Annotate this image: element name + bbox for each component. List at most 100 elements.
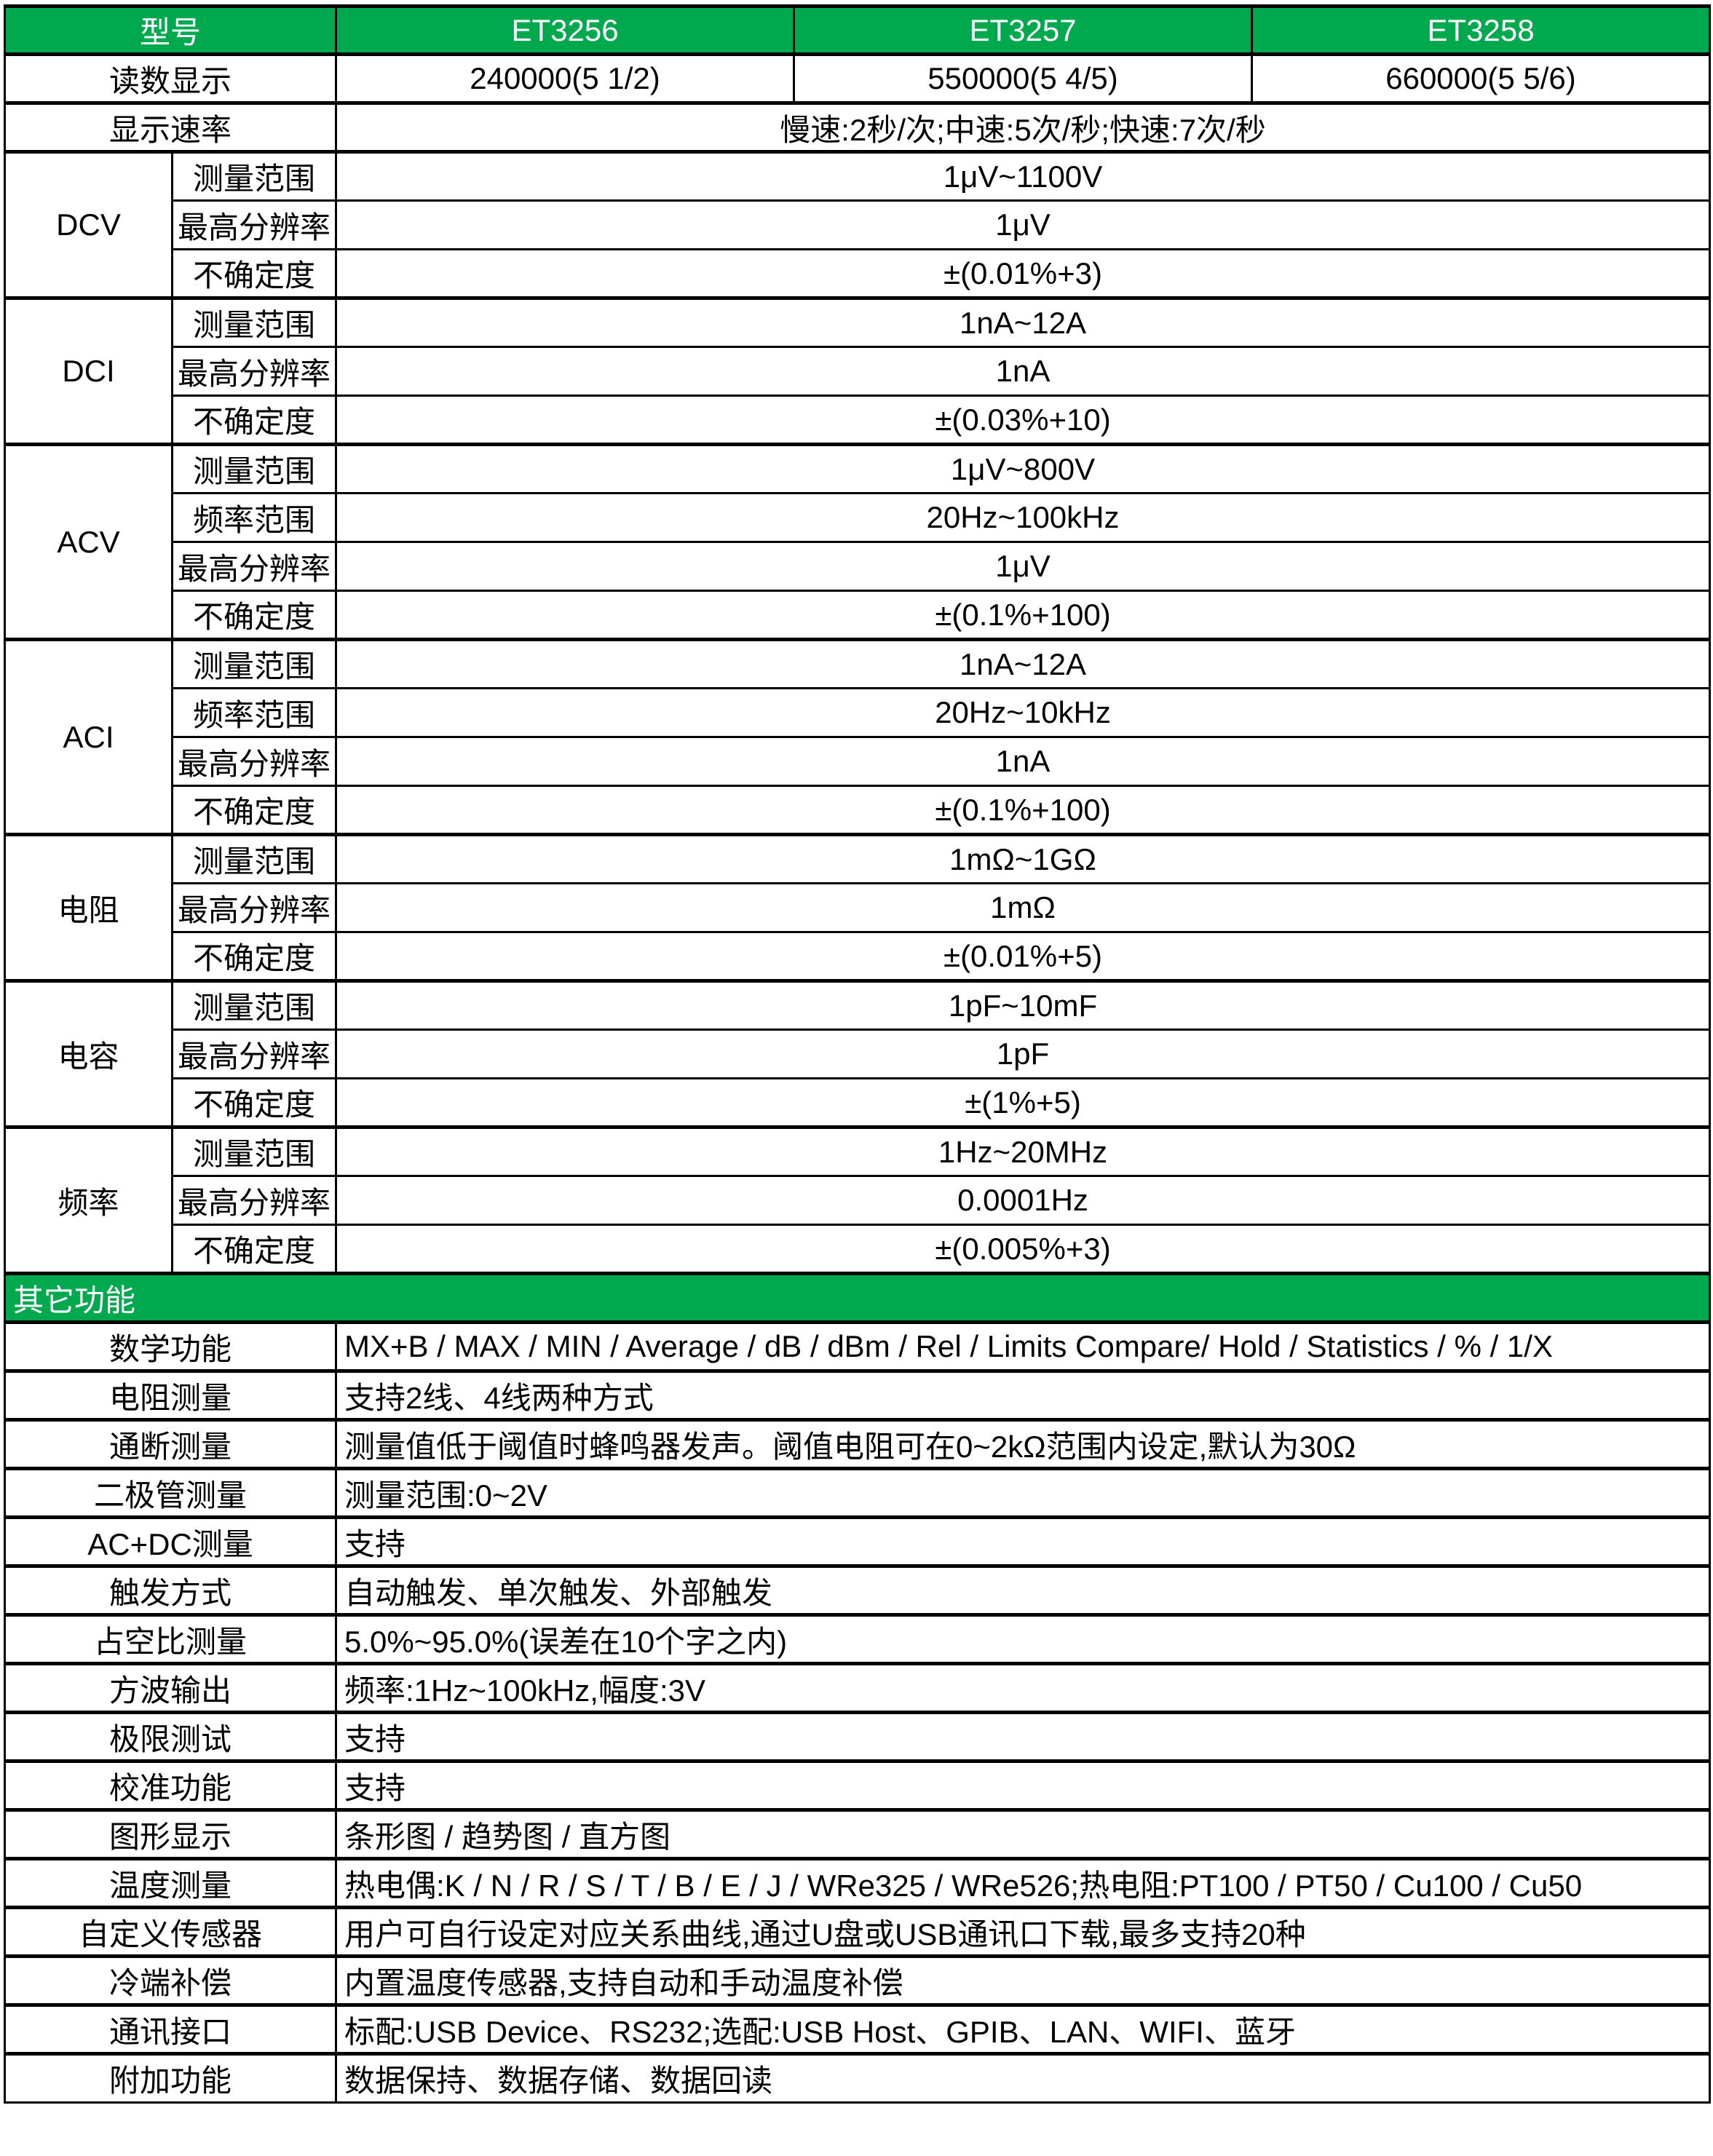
acv-range-value: 1μV~800V: [335, 443, 1712, 494]
additional-function-value: 数据保持、数据存储、数据回读: [335, 2052, 1712, 2104]
limit-test-value: 支持: [335, 1711, 1712, 1762]
capacitance-range-value: 1pF~10mF: [335, 979, 1712, 1031]
resistance-measure-label: 电阻测量: [3, 1369, 338, 1421]
custom-sensor-value: 用户可自行设定对应关系曲线,通过U盘或USB通讯口下载,最多支持20种: [335, 1906, 1712, 1957]
additional-function-row: 附加功能 数据保持、数据存储、数据回读: [3, 2052, 1712, 2104]
custom-sensor-label: 自定义传感器: [3, 1906, 338, 1957]
continuity-measure-row: 通断测量 测量值低于阈值时蜂鸣器发声。阈值电阻可在0~2kΩ范围内设定,默认为3…: [3, 1418, 1712, 1470]
comm-interface-row: 通讯接口 标配:USB Device、RS232;选配:USB Host、GPI…: [3, 2003, 1712, 2055]
resistance-row-resolution: 最高分辨率 1mΩ: [5, 882, 1712, 933]
dci-row-range: DCI 测量范围 1nA~12A: [4, 296, 1712, 445]
acv-row-resolution: 最高分辨率 1μV: [5, 541, 1712, 592]
group-label-acv: ACV: [4, 443, 173, 641]
resistance-measure-value: 支持2线、4线两种方式: [335, 1369, 1712, 1421]
display-rate-value: 慢速:2秒/次;中速:5次/秒;快速:7次/秒: [335, 101, 1712, 153]
dcv-uncertainty-label: 不确定度: [170, 248, 338, 299]
cold-junction-label: 冷端补偿: [3, 1954, 338, 2006]
dci-resolution-label: 最高分辨率: [170, 346, 338, 397]
dcv-resolution-value: 1μV: [335, 199, 1712, 250]
aci-row-uncertainty: 不确定度 ±(0.1%+100): [5, 785, 1712, 836]
cold-junction-value: 内置温度传感器,支持自动和手动温度补偿: [335, 1954, 1712, 2006]
frequency-uncertainty-value: ±(0.005%+3): [335, 1224, 1712, 1275]
group-label-dci: DCI: [4, 296, 173, 445]
dcv-row-uncertainty: 不确定度 ±(0.01%+3): [5, 248, 1712, 299]
capacitance-row-range: 电容 测量范围 1pF~10mF: [4, 979, 1712, 1128]
resistance-range-label: 测量范围: [170, 833, 338, 884]
frequency-range-value: 1Hz~20MHz: [335, 1125, 1712, 1177]
continuity-measure-label: 通断测量: [3, 1418, 338, 1470]
calibration-label: 校准功能: [3, 1759, 338, 1811]
aci-resolution-label: 最高分辨率: [170, 736, 338, 787]
resistance-row-uncertainty: 不确定度 ±(0.01%+5): [5, 931, 1712, 982]
limit-test-label: 极限测试: [3, 1711, 338, 1762]
math-function-value: MX+B / MAX / MIN / Average / dB / dBm / …: [335, 1320, 1712, 1372]
group-label-resistance: 电阻: [4, 833, 173, 982]
model-header-label: 型号: [3, 4, 338, 55]
temperature-measure-value: 热电偶:K / N / R / S / T / B / E / J / WRe3…: [335, 1857, 1712, 1909]
acdc-measure-value: 支持: [335, 1515, 1712, 1567]
frequency-uncertainty-label: 不确定度: [170, 1224, 338, 1275]
graph-display-label: 图形显示: [3, 1808, 338, 1860]
calibration-value: 支持: [335, 1759, 1712, 1811]
dcv-row-resolution: 最高分辨率 1μV: [5, 199, 1712, 250]
trigger-mode-label: 触发方式: [3, 1564, 338, 1616]
group-label-capacitance: 电容: [4, 979, 173, 1128]
frequency-resolution-value: 0.0001Hz: [335, 1175, 1712, 1226]
frequency-row-range: 频率 测量范围 1Hz~20MHz: [4, 1125, 1712, 1275]
dcv-range-value: 1μV~1100V: [335, 150, 1712, 202]
reading-display-et3257: 550000(5 4/5): [793, 52, 1254, 104]
aci-row-range: ACI 测量范围 1nA~12A: [4, 638, 1712, 836]
acv-uncertainty-label: 不确定度: [170, 590, 338, 641]
resistance-measure-row: 电阻测量 支持2线、4线两种方式: [3, 1369, 1712, 1421]
aci-range-label: 测量范围: [170, 638, 338, 689]
capacitance-uncertainty-label: 不确定度: [170, 1077, 338, 1128]
spec-table: 型号 ET3256 ET3257 ET3258 读数显示 240000(5 1/…: [3, 4, 1712, 2104]
dci-uncertainty-value: ±(0.03%+10): [335, 395, 1712, 445]
acv-resolution-label: 最高分辨率: [170, 541, 338, 592]
resistance-range-value: 1mΩ~1GΩ: [335, 833, 1712, 884]
acv-row-uncertainty: 不确定度 ±(0.1%+100): [5, 590, 1712, 641]
dci-uncertainty-label: 不确定度: [170, 395, 338, 445]
additional-function-label: 附加功能: [3, 2052, 338, 2104]
resistance-resolution-value: 1mΩ: [335, 882, 1712, 933]
temperature-measure-label: 温度测量: [3, 1857, 338, 1909]
reading-display-et3256: 240000(5 1/2): [335, 52, 796, 104]
capacitance-row-uncertainty: 不确定度 ±(1%+5): [5, 1077, 1712, 1128]
dcv-row-range: DCV 测量范围 1μV~1100V: [4, 150, 1712, 299]
aci-uncertainty-label: 不确定度: [170, 785, 338, 836]
acv-row-range: ACV 测量范围 1μV~800V: [4, 443, 1712, 641]
dci-range-label: 测量范围: [170, 296, 338, 348]
model-header-row: 型号 ET3256 ET3257 ET3258: [3, 4, 1712, 55]
duty-cycle-row: 占空比测量 5.0%~95.0%(误差在10个字之内): [3, 1613, 1712, 1665]
dcv-range-label: 测量范围: [170, 150, 338, 202]
frequency-resolution-label: 最高分辨率: [170, 1175, 338, 1226]
other-functions-banner-row: 其它功能: [3, 1272, 1712, 1324]
aci-row-freq-range: 频率范围 20Hz~10kHz: [5, 687, 1712, 738]
resistance-uncertainty-label: 不确定度: [170, 931, 338, 982]
dci-resolution-value: 1nA: [335, 346, 1712, 397]
acdc-measure-label: AC+DC测量: [3, 1515, 338, 1567]
trigger-mode-value: 自动触发、单次触发、外部触发: [335, 1564, 1712, 1616]
temperature-measure-row: 温度测量 热电偶:K / N / R / S / T / B / E / J /…: [3, 1857, 1712, 1909]
dci-range-value: 1nA~12A: [335, 296, 1712, 348]
square-wave-label: 方波输出: [3, 1662, 338, 1713]
acdc-measure-row: AC+DC测量 支持: [3, 1515, 1712, 1567]
display-rate-row: 显示速率 慢速:2秒/次;中速:5次/秒;快速:7次/秒: [3, 101, 1712, 153]
acv-uncertainty-value: ±(0.1%+100): [335, 590, 1712, 641]
diode-measure-value: 测量范围:0~2V: [335, 1467, 1712, 1518]
frequency-range-label: 测量范围: [170, 1125, 338, 1177]
cold-junction-row: 冷端补偿 内置温度传感器,支持自动和手动温度补偿: [3, 1954, 1712, 2006]
frequency-row-uncertainty: 不确定度 ±(0.005%+3): [5, 1224, 1712, 1275]
aci-freq-range-label: 频率范围: [170, 687, 338, 738]
trigger-mode-row: 触发方式 自动触发、单次触发、外部触发: [3, 1564, 1712, 1616]
other-functions-banner: 其它功能: [3, 1272, 1712, 1324]
capacitance-uncertainty-value: ±(1%+5): [335, 1077, 1712, 1128]
diode-measure-label: 二极管测量: [3, 1467, 338, 1518]
dcv-resolution-label: 最高分辨率: [170, 199, 338, 250]
resistance-resolution-label: 最高分辨率: [170, 882, 338, 933]
model-name-et3256: ET3256: [335, 4, 796, 55]
capacitance-row-resolution: 最高分辨率 1pF: [5, 1029, 1712, 1079]
frequency-row-resolution: 最高分辨率 0.0001Hz: [5, 1175, 1712, 1226]
comm-interface-label: 通讯接口: [3, 2003, 338, 2055]
reading-display-et3258: 660000(5 5/6): [1251, 52, 1712, 104]
